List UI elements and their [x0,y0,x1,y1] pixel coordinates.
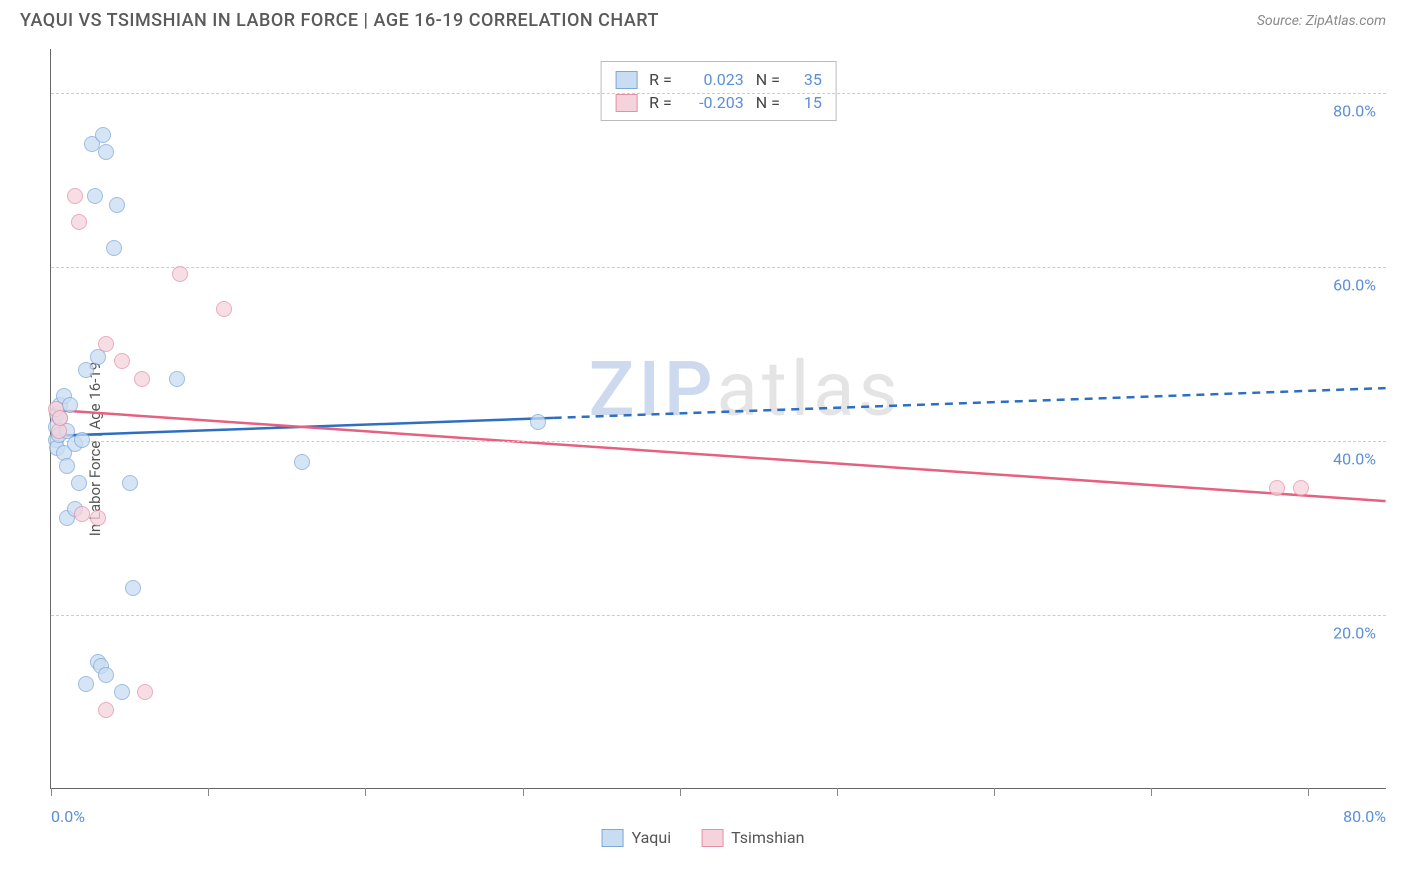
data-point [216,301,232,317]
gridline-h [51,441,1386,442]
n-value: 15 [792,93,822,112]
data-point [87,188,103,204]
data-point [98,667,114,683]
data-point [172,266,188,282]
data-point [294,454,310,470]
gridline-h [51,93,1386,94]
data-point [98,702,114,718]
x-tick [837,788,838,796]
data-point [1293,480,1309,496]
watermark: ZIPatlas [589,344,902,434]
data-point [78,676,94,692]
x-tick [523,788,524,796]
data-point [169,371,185,387]
chart-title: YAQUI VS TSIMSHIAN IN LABOR FORCE | AGE … [20,10,659,31]
data-point [74,432,90,448]
chart-container: In Labor Force | Age 16-19 ZIPatlas R =0… [0,39,1406,859]
correlation-row: R = 0.023 N = 35 [615,68,822,91]
data-point [125,580,141,596]
correlation-legend: R = 0.023 N = 35 R = -0.203 N = 15 [600,61,837,121]
legend-swatch [615,71,637,89]
data-point [71,475,87,491]
n-label: N = [756,70,780,89]
data-point [74,506,90,522]
plot-area: ZIPatlas R = 0.023 N = 35 R = -0.203 N = 15 20.… [50,49,1386,789]
data-point [134,371,150,387]
data-point [67,188,83,204]
legend-swatch [615,94,637,112]
data-point [52,410,68,426]
x-tick [1308,788,1309,796]
data-point [71,214,87,230]
chart-header: YAQUI VS TSIMSHIAN IN LABOR FORCE | AGE … [0,0,1406,39]
x-tick-label-right: 80.0% [1343,807,1386,826]
y-tick-label: 60.0% [1333,275,1376,294]
data-point [114,684,130,700]
x-tick [994,788,995,796]
data-point [137,684,153,700]
data-point [530,414,546,430]
n-label: N = [756,93,780,112]
r-label: R = [649,70,672,89]
y-tick-label: 40.0% [1333,449,1376,468]
r-value: -0.203 [684,93,744,112]
data-point [106,240,122,256]
data-point [122,475,138,491]
data-point [98,144,114,160]
legend-label: Yaqui [632,828,672,847]
x-tick [51,788,52,796]
chart-source: Source: ZipAtlas.com [1257,13,1386,29]
r-label: R = [649,93,672,112]
x-tick-label-left: 0.0% [51,807,85,826]
data-point [1269,480,1285,496]
legend-item: Yaqui [602,828,672,847]
data-point [78,362,94,378]
legend-swatch [602,829,624,847]
y-tick-label: 20.0% [1333,623,1376,642]
y-tick-label: 80.0% [1333,101,1376,120]
legend-label: Tsimshian [731,828,804,847]
legend-item: Tsimshian [701,828,804,847]
series-legend: Yaqui Tsimshian [602,828,805,847]
x-tick [680,788,681,796]
n-value: 35 [792,70,822,89]
gridline-h [51,267,1386,268]
x-tick [208,788,209,796]
data-point [98,336,114,352]
watermark-part1: ZIP [589,344,717,434]
legend-swatch [701,829,723,847]
data-point [109,197,125,213]
data-point [95,127,111,143]
gridline-h [51,615,1386,616]
r-value: 0.023 [684,70,744,89]
data-point [59,458,75,474]
x-tick [1151,788,1152,796]
x-tick [365,788,366,796]
correlation-row: R = -0.203 N = 15 [615,91,822,114]
regression-lines [51,49,1386,788]
data-point [114,353,130,369]
watermark-part2: atlas [716,344,901,434]
data-point [90,510,106,526]
